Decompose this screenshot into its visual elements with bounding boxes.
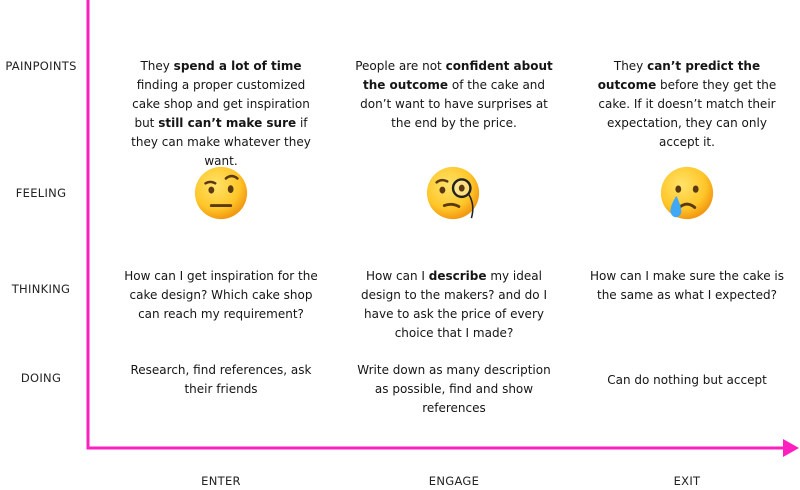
- text-segment: People are not: [355, 59, 446, 73]
- crying-face-icon: [660, 166, 714, 220]
- text-segment: finding a proper customized cake shop an…: [132, 78, 310, 130]
- thinking-enter: How can I get inspiration for the cake d…: [124, 269, 318, 321]
- painpoint-engage: People are not confident about the outco…: [354, 57, 554, 133]
- face-with-monocle-icon: [426, 166, 480, 220]
- doing-enter: Research, find references, ask their fri…: [130, 363, 312, 396]
- painpoint-enter: They spend a lot of time finding a prope…: [121, 57, 321, 171]
- text-segment: They: [613, 59, 648, 73]
- text-segment: How can I: [366, 269, 429, 283]
- raised-eyebrow-face-icon: [194, 166, 248, 220]
- row-label-doing: DOING: [20, 371, 62, 385]
- axis-arrowhead: [783, 439, 799, 457]
- column-label-enter: ENTER: [201, 474, 241, 488]
- doing-exit: Can do nothing but accept: [607, 373, 767, 387]
- row-label-feeling: FEELING: [15, 186, 67, 200]
- text-segment: my ideal design to the makers? and do I …: [360, 269, 547, 340]
- text-segment: if they can make whatever they want.: [131, 116, 311, 168]
- painpoint-exit: They can’t predict the outcome before th…: [587, 57, 787, 152]
- emphasis-text: confident about the outcome: [362, 59, 553, 92]
- emphasis-text: spend a lot of time: [173, 59, 302, 73]
- column-label-exit: EXIT: [673, 474, 701, 488]
- thinking-engage: How can I describe my ideal design to th…: [354, 267, 554, 343]
- column-label-engage: ENGAGE: [428, 474, 480, 488]
- emphasis-text: can’t predict the outcome: [597, 59, 761, 92]
- row-label-painpoints: PAINPOINTS: [5, 59, 77, 73]
- doing-engage: Write down as many description as possib…: [357, 363, 551, 415]
- emphasis-text: describe: [428, 269, 487, 283]
- row-label-thinking: THINKING: [11, 282, 71, 296]
- thinking-exit: How can I make sure the cake is the same…: [590, 269, 784, 302]
- text-segment: before they get the cake. If it doesn’t …: [598, 78, 777, 149]
- emphasis-text: still can’t make sure: [158, 116, 297, 130]
- text-segment: of the cake and don’t want to have surpr…: [360, 78, 548, 130]
- text-segment: They: [140, 59, 174, 73]
